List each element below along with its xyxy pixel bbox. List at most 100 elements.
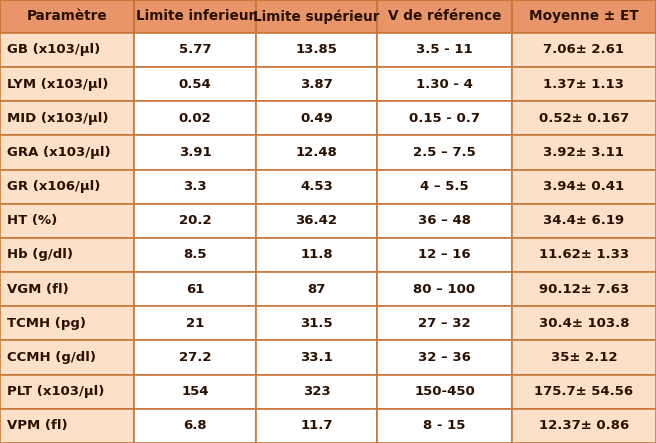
Bar: [377, 238, 512, 272]
Bar: [377, 136, 512, 170]
Bar: [256, 101, 377, 136]
Bar: [512, 341, 656, 375]
Text: 3.92± 3.11: 3.92± 3.11: [543, 146, 625, 159]
Text: 90.12± 7.63: 90.12± 7.63: [539, 283, 629, 295]
Bar: [256, 272, 377, 306]
Bar: [0, 0, 134, 33]
Text: 150-450: 150-450: [414, 385, 475, 398]
Text: 33.1: 33.1: [300, 351, 333, 364]
Text: 0.49: 0.49: [300, 112, 333, 125]
Text: Hb (g/dl): Hb (g/dl): [7, 249, 73, 261]
Text: 36 – 48: 36 – 48: [418, 214, 471, 227]
Bar: [134, 272, 256, 306]
Text: 11.7: 11.7: [300, 420, 333, 432]
Text: CCMH (g/dl): CCMH (g/dl): [7, 351, 96, 364]
Bar: [512, 375, 656, 409]
Bar: [256, 67, 377, 101]
Bar: [0, 33, 134, 67]
Text: 4.53: 4.53: [300, 180, 333, 193]
Text: 6.8: 6.8: [183, 420, 207, 432]
Bar: [377, 170, 512, 204]
Bar: [377, 306, 512, 341]
Text: 1.30 - 4: 1.30 - 4: [416, 78, 473, 90]
Text: VGM (fl): VGM (fl): [7, 283, 68, 295]
Bar: [134, 101, 256, 136]
Text: HT (%): HT (%): [7, 214, 57, 227]
Text: 27.2: 27.2: [179, 351, 211, 364]
Bar: [512, 67, 656, 101]
Bar: [134, 409, 256, 443]
Text: 3.91: 3.91: [179, 146, 211, 159]
Text: 30.4± 103.8: 30.4± 103.8: [539, 317, 629, 330]
Text: MID (x103/μl): MID (x103/μl): [7, 112, 108, 125]
Text: 2.5 – 7.5: 2.5 – 7.5: [413, 146, 476, 159]
Bar: [512, 136, 656, 170]
Bar: [377, 272, 512, 306]
Text: 3.87: 3.87: [300, 78, 333, 90]
Bar: [256, 170, 377, 204]
Bar: [256, 204, 377, 238]
Text: 32 – 36: 32 – 36: [418, 351, 471, 364]
Bar: [377, 0, 512, 33]
Bar: [512, 0, 656, 33]
Text: 11.62± 1.33: 11.62± 1.33: [539, 249, 629, 261]
Text: 0.52± 0.167: 0.52± 0.167: [539, 112, 629, 125]
Text: 27 – 32: 27 – 32: [418, 317, 471, 330]
Bar: [377, 33, 512, 67]
Text: 36.42: 36.42: [295, 214, 338, 227]
Text: 8 - 15: 8 - 15: [423, 420, 466, 432]
Bar: [134, 136, 256, 170]
Text: 1.37± 1.13: 1.37± 1.13: [543, 78, 625, 90]
Text: 31.5: 31.5: [300, 317, 333, 330]
Text: 8.5: 8.5: [184, 249, 207, 261]
Text: Moyenne ± ET: Moyenne ± ET: [529, 9, 639, 23]
Text: LYM (x103/μl): LYM (x103/μl): [7, 78, 108, 90]
Bar: [134, 306, 256, 341]
Bar: [512, 204, 656, 238]
Bar: [256, 33, 377, 67]
Text: VPM (fl): VPM (fl): [7, 420, 67, 432]
Text: 34.4± 6.19: 34.4± 6.19: [543, 214, 625, 227]
Bar: [0, 238, 134, 272]
Text: 0.15 - 0.7: 0.15 - 0.7: [409, 112, 480, 125]
Bar: [0, 204, 134, 238]
Text: Limite supérieur: Limite supérieur: [253, 9, 380, 23]
Text: 0.02: 0.02: [179, 112, 211, 125]
Text: 80 – 100: 80 – 100: [413, 283, 476, 295]
Text: 3.3: 3.3: [183, 180, 207, 193]
Bar: [256, 341, 377, 375]
Bar: [0, 272, 134, 306]
Bar: [0, 67, 134, 101]
Text: V de référence: V de référence: [388, 9, 501, 23]
Bar: [134, 238, 256, 272]
Text: 12.37± 0.86: 12.37± 0.86: [539, 420, 629, 432]
Text: 13.85: 13.85: [296, 43, 337, 56]
Text: 154: 154: [182, 385, 209, 398]
Bar: [256, 0, 377, 33]
Bar: [0, 341, 134, 375]
Bar: [512, 272, 656, 306]
Text: 12.48: 12.48: [296, 146, 337, 159]
Text: 323: 323: [302, 385, 331, 398]
Bar: [0, 306, 134, 341]
Bar: [256, 375, 377, 409]
Bar: [134, 170, 256, 204]
Text: 7.06± 2.61: 7.06± 2.61: [543, 43, 625, 56]
Bar: [134, 341, 256, 375]
Bar: [512, 306, 656, 341]
Bar: [377, 409, 512, 443]
Bar: [0, 409, 134, 443]
Bar: [256, 136, 377, 170]
Text: 175.7± 54.56: 175.7± 54.56: [534, 385, 634, 398]
Bar: [134, 375, 256, 409]
Text: 0.54: 0.54: [179, 78, 211, 90]
Bar: [0, 170, 134, 204]
Text: 61: 61: [186, 283, 205, 295]
Bar: [256, 238, 377, 272]
Bar: [134, 204, 256, 238]
Text: 87: 87: [307, 283, 326, 295]
Bar: [134, 67, 256, 101]
Text: TCMH (pg): TCMH (pg): [7, 317, 85, 330]
Bar: [134, 33, 256, 67]
Bar: [256, 306, 377, 341]
